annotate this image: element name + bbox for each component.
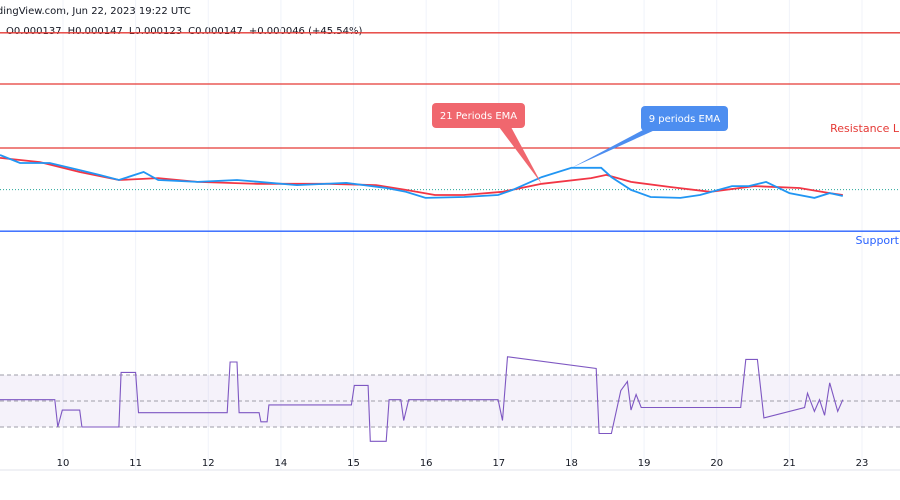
x-tick-label: 18 [565, 458, 578, 469]
x-tick-label: 21 [783, 458, 796, 469]
callout-box [641, 106, 728, 131]
level-label: Resistance L [830, 122, 900, 135]
ohlc-value: O0.000137 [6, 26, 62, 37]
x-tick-label: 16 [420, 458, 433, 469]
callout-arrow [571, 130, 655, 168]
level-label: Support [856, 234, 900, 247]
x-tick-label: 15 [347, 458, 360, 469]
ohlc-value: L0.000123 [129, 26, 182, 37]
ohlc-value: H0.000147 [68, 26, 123, 37]
x-tick-label: 23 [856, 458, 869, 469]
x-tick-label: 12 [202, 458, 215, 469]
series-line [0, 356, 844, 442]
ohlc-value: C0.000147 [188, 26, 243, 37]
x-tick-label: 11 [129, 458, 142, 469]
x-tick-label: 17 [492, 458, 505, 469]
callout-box [432, 103, 525, 128]
header-source: TradingView.com, Jun 22, 2023 19:22 UTC [0, 6, 191, 17]
callout-arrow [499, 127, 542, 184]
callout-text: 21 Periods EMA [440, 111, 517, 122]
callout-text: 9 periods EMA [649, 114, 721, 125]
x-tick-label: 10 [57, 458, 70, 469]
x-tick-label: 20 [710, 458, 723, 469]
x-tick-label: 14 [275, 458, 288, 469]
ohlc-value: +0.000046 (+45.54%) [249, 26, 363, 37]
series-line [0, 157, 843, 196]
series-line [0, 154, 843, 199]
x-tick-label: 19 [638, 458, 651, 469]
